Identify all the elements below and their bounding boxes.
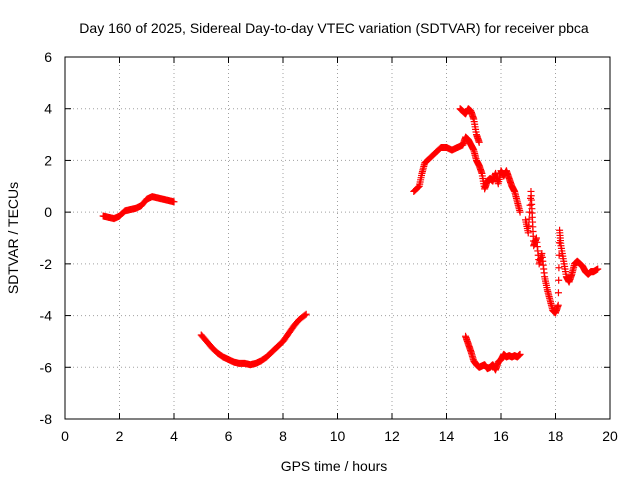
x-tick-label: 18 (548, 428, 564, 444)
x-tick-label: 4 (170, 428, 178, 444)
x-tick-label: 10 (330, 428, 346, 444)
x-tick-label: 20 (602, 428, 618, 444)
data-point (554, 289, 562, 297)
x-tick-label: 14 (439, 428, 455, 444)
x-tick-label: 0 (61, 428, 69, 444)
data-point (555, 264, 563, 272)
data-point (301, 311, 309, 319)
y-tick-label: 6 (44, 49, 52, 65)
data-point (526, 201, 534, 209)
data-points (99, 105, 602, 374)
data-point (516, 208, 524, 216)
y-tick-label: 4 (44, 101, 52, 117)
data-point (525, 222, 533, 230)
data-point (525, 215, 533, 223)
data-point (475, 138, 483, 146)
data-point (414, 183, 422, 191)
x-axis-label: GPS time / hours (281, 458, 388, 474)
y-tick-label: -4 (40, 308, 53, 324)
x-tick-label: 16 (493, 428, 509, 444)
data-point (170, 198, 178, 206)
data-point (594, 265, 602, 273)
chart-title: Day 160 of 2025, Sidereal Day-to-day VTE… (79, 20, 589, 36)
y-tick-label: -6 (40, 359, 53, 375)
y-tick-label: -2 (40, 256, 53, 272)
y-axis-label: SDTVAR / TECUs (5, 182, 21, 294)
data-point (516, 350, 524, 358)
y-tick-label: 2 (44, 152, 52, 168)
grid-layer (65, 57, 610, 419)
data-point (302, 310, 310, 318)
x-tick-label: 2 (116, 428, 124, 444)
x-tick-label: 12 (384, 428, 400, 444)
y-tick-label: -8 (40, 411, 53, 427)
data-point (555, 251, 563, 259)
data-point (555, 276, 563, 284)
x-tick-label: 8 (279, 428, 287, 444)
x-tick-label: 6 (225, 428, 233, 444)
tick-layer: 0 2 4 6 8 10 12 14 16 18 20 -8 -6 -4 -2 0 2 4 6 (40, 49, 618, 444)
data-point (524, 229, 532, 237)
data-point (554, 301, 562, 309)
y-tick-label: 0 (44, 204, 52, 220)
